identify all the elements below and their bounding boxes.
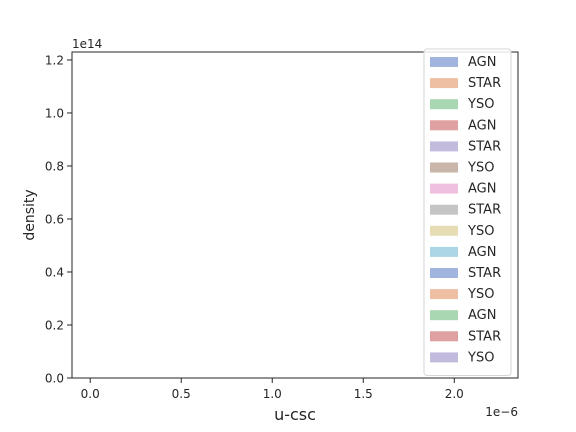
legend: AGN STAR YSO AGN STAR YSO AGN STAR YSO AGN STAR YSO… <box>423 48 512 376</box>
legend-entry-label: YSO <box>467 350 494 365</box>
legend-entry-label: YSO <box>467 224 494 239</box>
plot-area-frame <box>71 51 519 379</box>
x-axis-offset-label: 1e−6 <box>485 405 518 419</box>
legend-swatch <box>430 204 458 215</box>
legend-swatch <box>430 268 458 278</box>
y-axis-offset-label: 1e14 <box>72 37 102 51</box>
x-tick-label: 1.0 <box>263 387 282 401</box>
y-tick-label: 1.0 <box>45 106 64 120</box>
legend-swatch <box>430 162 458 173</box>
legend-entry-label: STAR <box>468 329 501 344</box>
legend-swatch <box>430 225 458 236</box>
legend-entry-label: STAR <box>468 76 501 91</box>
legend-swatch <box>430 78 458 89</box>
y-tick-label: 0.2 <box>45 318 64 332</box>
legend-swatch <box>430 310 458 321</box>
x-tick-label: 2.0 <box>445 387 464 401</box>
legend-swatch <box>430 289 458 300</box>
legend-swatch <box>430 246 458 257</box>
legend-swatch <box>430 183 458 194</box>
y-tick-label: 0.0 <box>45 372 64 386</box>
x-tick-label: 1.5 <box>354 387 373 401</box>
legend-entry-label: STAR <box>468 203 501 218</box>
legend-entry-label: AGN <box>468 308 496 323</box>
x-axis-label: u-csc <box>274 405 316 424</box>
y-axis-label: density <box>22 189 38 240</box>
legend-entry-label: STAR <box>468 139 501 154</box>
legend-entry-label: AGN <box>468 55 496 70</box>
y-axis-ticks: 0.0 0.2 0.4 0.6 0.8 1.0 1.2 <box>45 53 72 386</box>
y-tick-label: 1.2 <box>45 53 64 67</box>
legend-swatch <box>430 99 458 110</box>
legend-entry-label: AGN <box>468 245 496 260</box>
y-tick-label: 0.6 <box>45 212 64 226</box>
legend-entry-label: YSO <box>467 97 494 112</box>
x-tick-label: 0.0 <box>81 387 100 401</box>
y-tick-label: 0.8 <box>45 159 64 173</box>
legend-swatch <box>430 141 458 152</box>
y-tick-label: 0.4 <box>45 265 64 279</box>
legend-entry-label: AGN <box>468 182 496 197</box>
legend-swatch <box>430 120 458 131</box>
legend-swatch <box>430 331 458 342</box>
legend-entry-label: YSO <box>467 161 494 176</box>
x-axis-ticks: 0.0 0.5 1.0 1.5 2.0 <box>81 378 464 401</box>
x-tick-label: 0.5 <box>172 387 191 401</box>
legend-entry-label: AGN <box>468 118 496 133</box>
legend-entry-label: YSO <box>467 287 494 302</box>
legend-swatch <box>430 57 458 67</box>
legend-swatch <box>430 352 458 363</box>
legend-entry-label: STAR <box>468 266 501 281</box>
